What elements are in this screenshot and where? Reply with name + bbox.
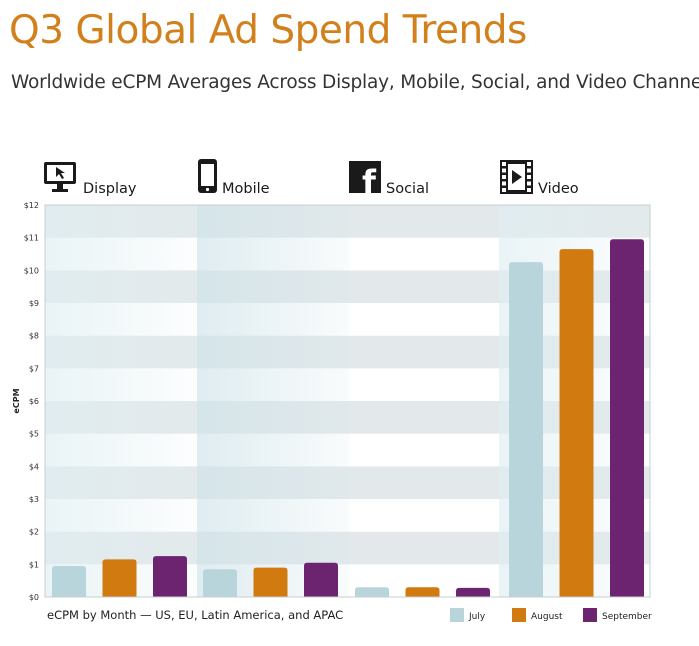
- film-hole: [527, 168, 531, 173]
- y-tick-label: $1: [29, 560, 39, 569]
- bar-september-mobile: [304, 562, 338, 597]
- legend-label-september: September: [602, 612, 652, 622]
- film-hole: [527, 162, 531, 166]
- mobile-phone-icon: [198, 159, 217, 193]
- bar-august-social: [405, 587, 440, 597]
- bar-september-social: [456, 587, 490, 597]
- category-label-social: Social: [386, 181, 429, 197]
- y-tick-label: $5: [29, 430, 39, 439]
- page-title: Q3 Global Ad Spend Trends: [9, 8, 527, 53]
- legend-swatch-july: [450, 608, 464, 622]
- legend-label-july: July: [468, 612, 486, 622]
- category-label-mobile: Mobile: [222, 181, 270, 197]
- bar-july-social: [355, 587, 389, 597]
- category-band: [45, 205, 197, 597]
- page-subtitle: Worldwide eCPM Averages Across Display, …: [11, 72, 699, 93]
- film-hole: [502, 162, 506, 166]
- monitor-icon: [44, 162, 76, 192]
- phone-screen: [201, 164, 214, 186]
- legend-label-august: August: [531, 612, 563, 622]
- y-axis-label: eCPM: [12, 388, 21, 413]
- film-hole: [502, 188, 506, 192]
- y-tick-label: $7: [29, 364, 39, 373]
- facebook-letter: f: [362, 163, 377, 201]
- bar-september-display: [153, 556, 187, 597]
- y-tick-label: $2: [29, 528, 39, 537]
- phone-button: [205, 187, 210, 192]
- y-tick-label: $6: [29, 397, 39, 406]
- film-hole: [527, 188, 531, 192]
- bar-july-display: [52, 565, 86, 597]
- film-hole: [527, 181, 531, 186]
- chart-caption: eCPM by Month — US, EU, Latin America, a…: [47, 608, 343, 622]
- bar-august-video: [559, 249, 594, 597]
- bar-july-video: [509, 262, 543, 597]
- y-tick-label: $4: [29, 462, 39, 471]
- film-hole: [502, 181, 506, 186]
- film-hole: [502, 168, 506, 173]
- bar-july-mobile: [203, 569, 237, 597]
- y-tick-label: $9: [29, 299, 39, 308]
- y-tick-label: $0: [29, 593, 39, 602]
- plot-border: [44, 204, 651, 598]
- category-label-display: Display: [83, 181, 137, 197]
- bar-august-display: [102, 559, 137, 597]
- bar-september-video: [610, 239, 644, 598]
- y-tick-label: $12: [24, 201, 39, 210]
- y-tick-label: $3: [29, 495, 39, 504]
- film-play-icon: [500, 160, 533, 194]
- category-band: [197, 205, 349, 597]
- y-tick-label: $10: [24, 266, 39, 275]
- monitor-neck: [57, 184, 63, 189]
- play-triangle: [512, 170, 522, 184]
- facebook-icon: f: [349, 161, 381, 201]
- monitor-base: [52, 189, 68, 192]
- bar-august-mobile: [253, 567, 288, 597]
- legend-swatch-august: [512, 608, 526, 622]
- film-hole: [502, 175, 506, 179]
- cursor-arrow: [56, 167, 65, 179]
- y-tick-label: $11: [24, 234, 39, 243]
- category-label-video: Video: [538, 181, 579, 197]
- facebook-square: [349, 161, 381, 193]
- film-hole: [527, 175, 531, 179]
- y-tick-label: $8: [29, 332, 39, 341]
- legend-swatch-september: [583, 608, 597, 622]
